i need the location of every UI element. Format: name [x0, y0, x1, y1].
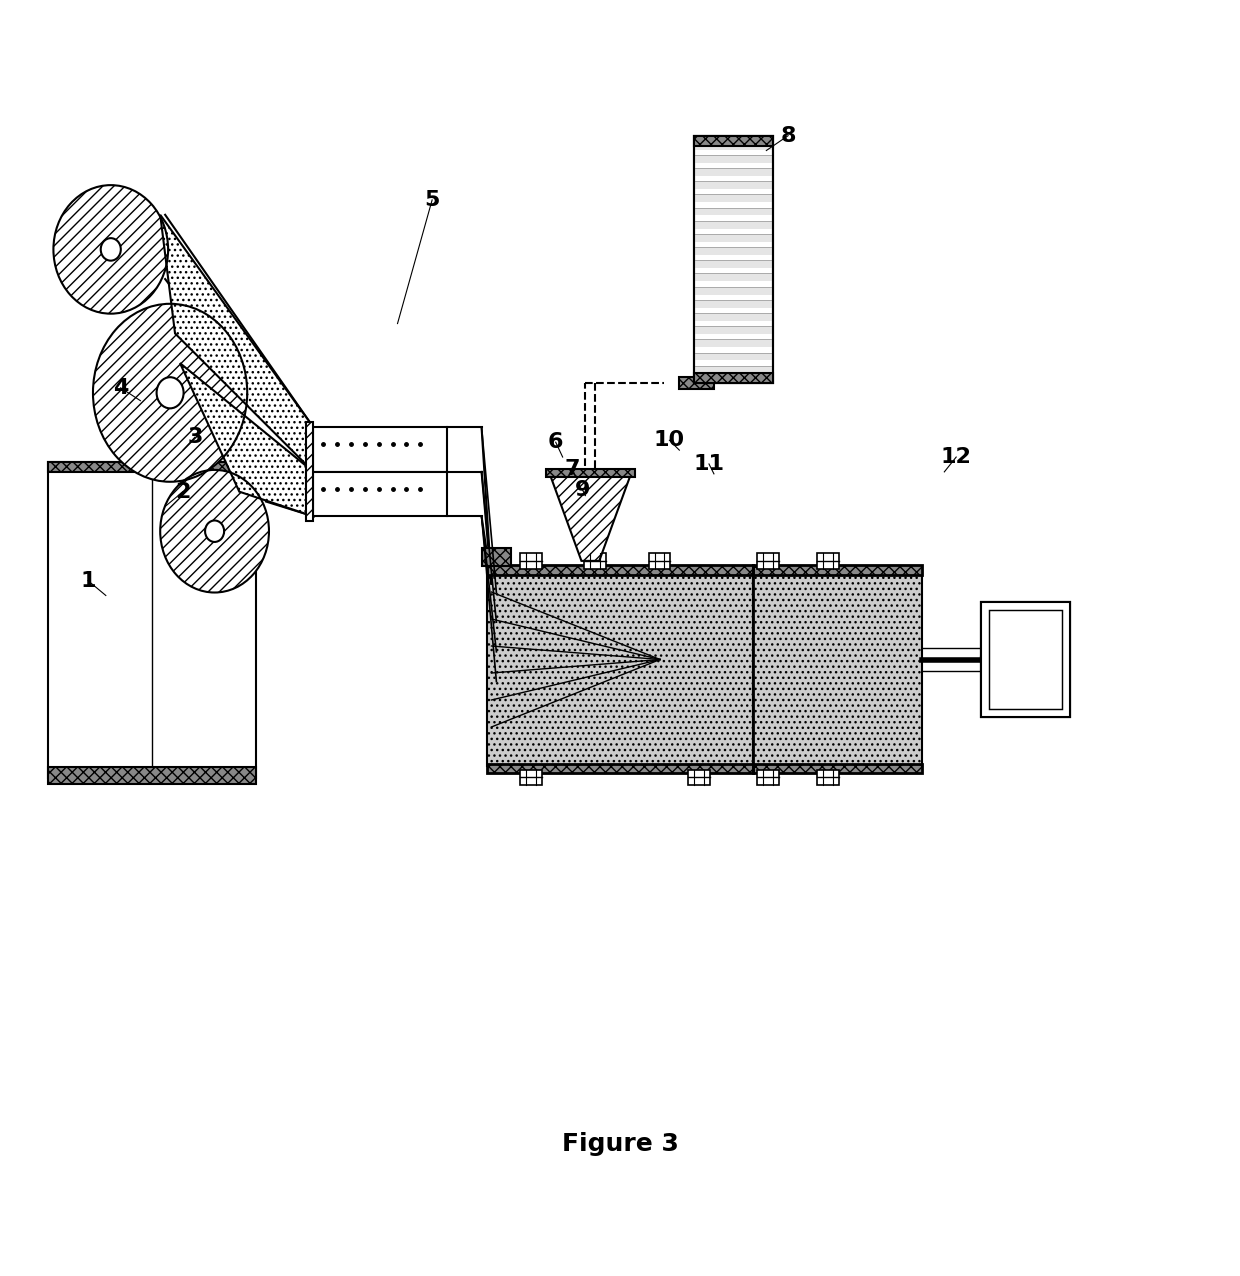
- Text: 8: 8: [780, 126, 796, 145]
- Text: 5: 5: [424, 190, 440, 211]
- Bar: [688, 769, 711, 785]
- Text: 10: 10: [653, 430, 684, 450]
- Bar: [754, 573, 921, 766]
- Text: 11: 11: [693, 454, 724, 473]
- Bar: [520, 553, 542, 569]
- Bar: [48, 767, 257, 785]
- Ellipse shape: [205, 521, 224, 542]
- Text: Figure 3: Figure 3: [562, 1132, 678, 1156]
- Bar: [680, 376, 714, 389]
- Bar: [817, 553, 838, 569]
- Polygon shape: [551, 477, 630, 561]
- Text: 9: 9: [574, 480, 590, 500]
- Text: 2: 2: [175, 481, 191, 501]
- Bar: [694, 234, 774, 242]
- Bar: [817, 769, 838, 785]
- Text: 12: 12: [941, 447, 972, 467]
- Bar: [694, 168, 774, 176]
- Ellipse shape: [981, 602, 1070, 717]
- Ellipse shape: [53, 185, 169, 314]
- Bar: [981, 602, 1070, 717]
- Bar: [481, 547, 511, 565]
- Bar: [694, 339, 774, 347]
- Bar: [694, 181, 774, 189]
- Bar: [694, 142, 774, 149]
- Bar: [988, 610, 1061, 709]
- Bar: [694, 273, 774, 282]
- Ellipse shape: [994, 619, 1056, 699]
- Bar: [754, 565, 921, 574]
- Bar: [48, 462, 257, 778]
- Bar: [758, 769, 779, 785]
- Bar: [694, 327, 774, 334]
- Bar: [694, 248, 774, 255]
- Bar: [520, 769, 542, 785]
- Text: 7: 7: [564, 459, 580, 478]
- Bar: [486, 573, 754, 766]
- Bar: [584, 553, 606, 569]
- Bar: [694, 313, 774, 322]
- Bar: [694, 300, 774, 308]
- Bar: [981, 602, 1070, 717]
- Bar: [694, 287, 774, 295]
- Bar: [694, 260, 774, 268]
- Ellipse shape: [156, 378, 184, 408]
- Bar: [981, 602, 1070, 717]
- Bar: [694, 208, 774, 216]
- Bar: [694, 135, 774, 145]
- Bar: [694, 366, 774, 374]
- Bar: [758, 553, 779, 569]
- Bar: [694, 221, 774, 228]
- Bar: [694, 135, 774, 383]
- Ellipse shape: [100, 239, 120, 260]
- Text: 1: 1: [81, 570, 95, 591]
- Polygon shape: [180, 364, 314, 517]
- Bar: [694, 135, 774, 383]
- Bar: [305, 422, 314, 522]
- Bar: [694, 194, 774, 203]
- Bar: [649, 553, 671, 569]
- Text: 4: 4: [113, 378, 129, 398]
- Text: 3: 3: [187, 427, 202, 448]
- Bar: [754, 763, 921, 773]
- Ellipse shape: [93, 304, 247, 482]
- Text: 6: 6: [548, 433, 563, 452]
- Bar: [486, 763, 754, 773]
- Bar: [546, 468, 635, 477]
- Bar: [314, 427, 446, 472]
- Bar: [694, 373, 774, 383]
- Bar: [694, 352, 774, 361]
- Bar: [48, 462, 257, 472]
- Ellipse shape: [160, 470, 269, 592]
- Bar: [694, 154, 774, 163]
- Bar: [486, 565, 754, 574]
- Bar: [314, 472, 446, 517]
- Polygon shape: [160, 214, 314, 472]
